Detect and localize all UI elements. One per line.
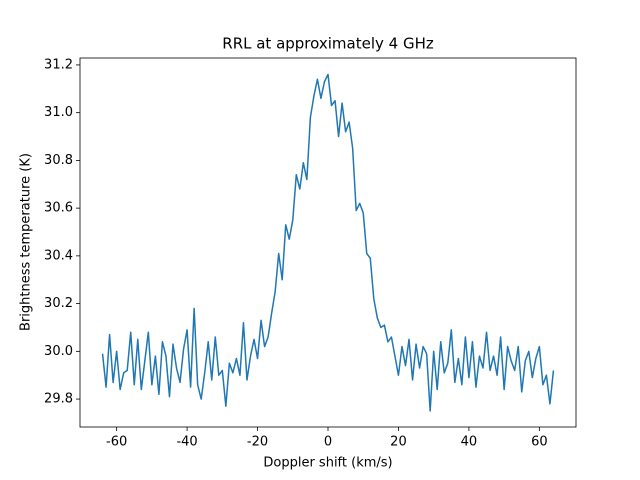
x-tick-label: -20 <box>247 435 268 450</box>
x-tick-label: 20 <box>390 435 407 450</box>
y-axis-label: Brightness temperature (K) <box>19 153 34 331</box>
x-tick-label: 40 <box>461 435 478 450</box>
x-tick-label: -40 <box>176 435 197 450</box>
y-tick-label: 30.6 <box>44 201 73 216</box>
y-tick-label: 31.2 <box>44 57 73 72</box>
y-tick-label: 29.8 <box>44 392 73 407</box>
y-tick-label: 30.4 <box>44 248 73 263</box>
y-tick-label: 30.2 <box>44 296 73 311</box>
x-tick-label: 60 <box>531 435 548 450</box>
y-tick-label: 31.0 <box>44 105 73 120</box>
x-axis-label: Doppler shift (km/s) <box>263 456 392 471</box>
x-tick-label: 0 <box>324 435 332 450</box>
x-tick-label: -60 <box>106 435 127 450</box>
chart-title: RRL at approximately 4 GHz <box>222 35 434 53</box>
data-line <box>101 73 555 412</box>
y-tick-label: 30.0 <box>44 344 73 359</box>
plot-frame <box>79 57 577 428</box>
y-tick-label: 30.8 <box>44 153 73 168</box>
